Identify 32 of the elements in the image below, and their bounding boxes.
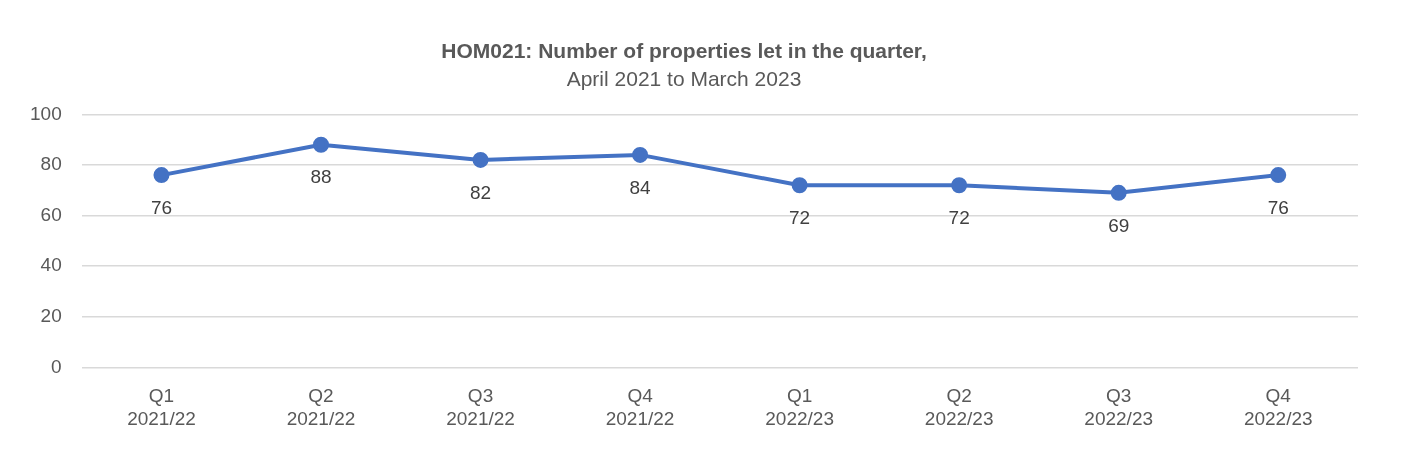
data-label: 84 <box>629 176 652 198</box>
data-label: 82 <box>469 181 492 203</box>
data-label: 76 <box>1267 196 1289 218</box>
y-tick-label: 80 <box>40 153 62 175</box>
data-label: 76 <box>150 196 173 218</box>
data-label: 72 <box>789 206 811 228</box>
x-tick-label: Q2 2021/22 <box>286 385 356 429</box>
x-tick-label: Q1 2022/23 <box>765 385 834 429</box>
point <box>632 146 649 163</box>
y-tick-label: 100 <box>30 102 62 124</box>
point <box>1110 184 1127 201</box>
data-label: 88 <box>310 166 332 188</box>
x-tick-label: Q3 2022/23 <box>1084 385 1154 429</box>
point <box>472 151 489 168</box>
x-tick-label: Q4 2022/23 <box>1243 385 1313 429</box>
y-tick-label: 20 <box>40 305 62 327</box>
x-tick-label: Q4 2021/22 <box>605 385 675 429</box>
x-tick-label: Q2 2022/23 <box>924 385 994 429</box>
y-tick-label: 0 <box>51 355 62 377</box>
x-tick-label: Q3 2021/22 <box>446 385 515 429</box>
point <box>153 167 170 184</box>
y-tick-label: 40 <box>40 254 62 276</box>
point <box>791 177 808 194</box>
x-tick-label: Q1 2021/22 <box>127 385 196 429</box>
point <box>1270 167 1287 184</box>
y-tick-label: 60 <box>40 203 62 225</box>
chart-subtitle: April 2021 to March 2023 <box>566 66 802 90</box>
data-label: 69 <box>1108 214 1130 236</box>
point <box>951 177 968 194</box>
point <box>313 136 330 153</box>
data-label: 72 <box>948 206 970 228</box>
chart-title: HOM021: Number of properties let in the quarter, <box>441 39 927 63</box>
